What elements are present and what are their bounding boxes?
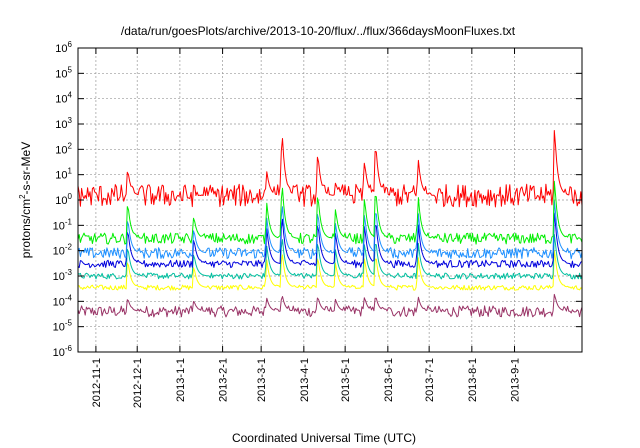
x-tick-label: 2013-9-1 bbox=[510, 358, 522, 402]
y-tick-label: 10-2 bbox=[53, 243, 73, 258]
x-tick-label: 2013-2-1 bbox=[218, 358, 230, 402]
series-line bbox=[78, 130, 582, 208]
x-tick-label: 2012-12-1 bbox=[132, 358, 144, 408]
y-axis-title-rest: -s-sr-MeV bbox=[19, 142, 33, 195]
series-line bbox=[78, 293, 582, 318]
y-axis-title-base: protons/cm bbox=[19, 199, 33, 258]
y-tick-label: 10-1 bbox=[53, 217, 73, 232]
x-tick-label: 2012-11-1 bbox=[91, 358, 103, 407]
y-tick-label: 10-6 bbox=[53, 344, 73, 359]
y-axis: 10-6 10-5 10-4 10-3 10-2 10-1 100 101 102 103 104 1… bbox=[53, 40, 582, 359]
x-tick-label: 2013-5-1 bbox=[340, 358, 352, 402]
y-tick-label: 104 bbox=[55, 91, 72, 106]
y-tick-label: 101 bbox=[55, 167, 72, 182]
y-tick-label: 10-5 bbox=[53, 319, 73, 334]
y-tick-label: 10-3 bbox=[53, 268, 73, 283]
y-axis-title-sup: 2 bbox=[18, 194, 27, 199]
x-axis: 2012-11-1 2012-12-1 2013-1-1 2013-2-1 2013-3… bbox=[91, 48, 522, 408]
y-tick-label: 10-4 bbox=[53, 293, 73, 308]
x-axis-title: Coordinated Universal Time (UTC) bbox=[232, 431, 416, 445]
series-line bbox=[78, 199, 582, 260]
series-line bbox=[78, 180, 582, 245]
x-tick-label: 2013-1-1 bbox=[175, 358, 187, 402]
x-tick-label: 2013-7-1 bbox=[424, 358, 436, 402]
x-tick-label: 2013-8-1 bbox=[467, 358, 479, 402]
y-tick-label: 100 bbox=[55, 192, 72, 207]
series-line bbox=[78, 249, 582, 291]
x-tick-label: 2013-6-1 bbox=[383, 358, 395, 402]
y-tick-label: 106 bbox=[55, 40, 72, 55]
x-tick-label: 2013-3-1 bbox=[256, 358, 268, 402]
series-line bbox=[78, 212, 582, 269]
y-tick-label: 103 bbox=[55, 116, 72, 131]
x-tick-label: 2013-4-1 bbox=[299, 358, 311, 402]
y-axis-title: protons/cm2-s-sr-MeV bbox=[18, 142, 33, 258]
y-tick-label: 102 bbox=[55, 141, 72, 156]
series-line bbox=[78, 234, 582, 280]
chart-title: /data/run/goesPlots/archive/2013-10-20/f… bbox=[121, 24, 516, 38]
y-tick-label: 105 bbox=[55, 65, 72, 80]
series-group bbox=[78, 130, 582, 318]
